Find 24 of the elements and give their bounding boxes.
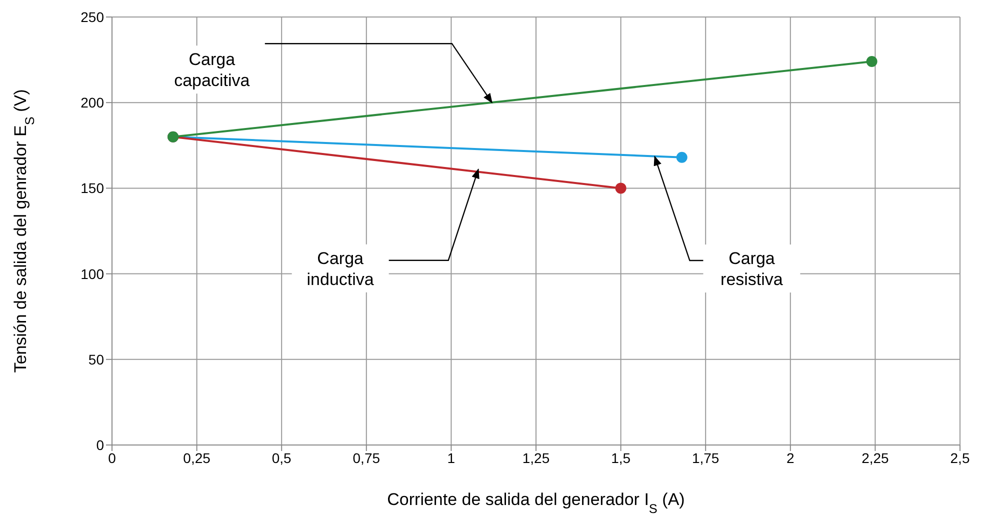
point (866, 56, 878, 68)
y-tick-label: 50 (88, 351, 104, 368)
y-tick-label: 250 (80, 8, 104, 25)
y-tick-label: 200 (80, 94, 104, 111)
y-tick-label: 150 (80, 180, 104, 196)
x-axis-title: Corriente de salida del generador I$_{S}$ (A) (387, 490, 685, 516)
x-tick-label: 1,25 (522, 450, 550, 466)
annotation: Carga capacitiva (174, 50, 250, 90)
y-tick-label: 0 (96, 436, 104, 453)
x-tick-label: 1,75 (692, 450, 720, 466)
x-tick-label: 0,5 (272, 450, 292, 466)
x-tick-label: 2,5 (950, 450, 970, 466)
x-tick-label: 1 (447, 450, 456, 466)
x-tick-label: 0 (108, 450, 116, 466)
point (676, 152, 688, 163)
annotation: Carga resistiva (720, 249, 784, 290)
x-tick-label: 0,25 (183, 450, 211, 466)
x-tick-label: 1,5 (611, 450, 631, 466)
y-tick-label: 100 (80, 266, 104, 282)
annotation: Carga inductiva (306, 248, 374, 289)
x-tick-label: 2,25 (862, 450, 890, 466)
x-tick-label: 0,75 (352, 450, 380, 466)
x-tick-label: 2 (786, 450, 794, 466)
point (615, 182, 626, 194)
